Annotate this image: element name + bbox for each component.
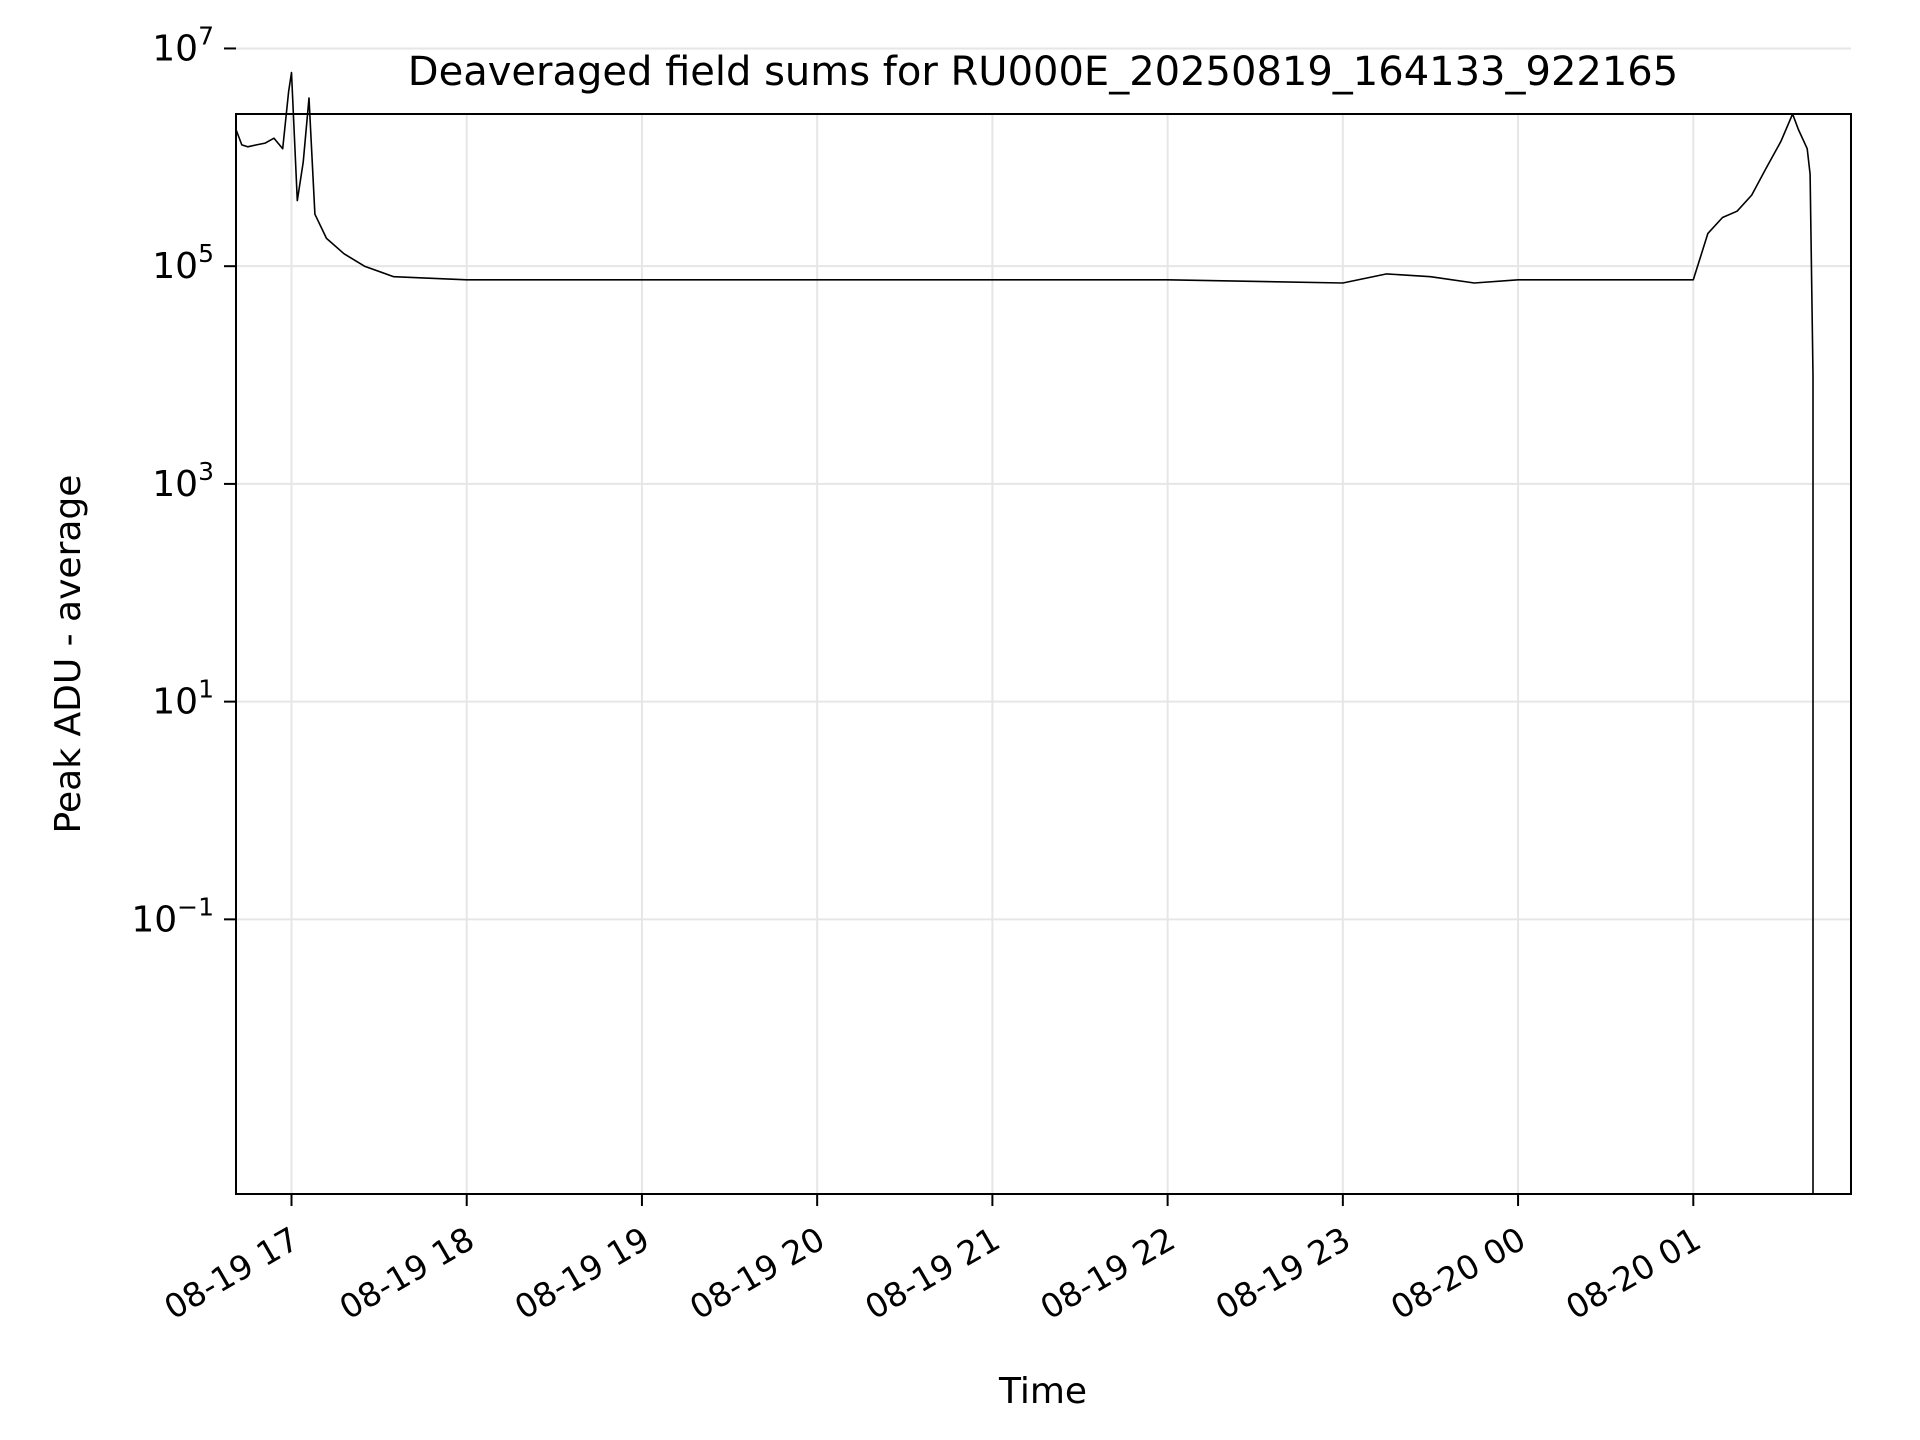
y-axis-label: Peak ADU - average [48, 475, 89, 834]
y-tick-label: 105 [152, 239, 214, 287]
y-tick-label: 107 [152, 21, 214, 69]
y-tick-label: 10−1 [131, 892, 214, 940]
series-line [235, 71, 1814, 1194]
y-tick-label: 103 [152, 457, 214, 505]
plot-frame [235, 113, 1852, 1195]
y-tick-label: 101 [152, 675, 214, 723]
series-layer [235, 71, 1814, 1194]
y-axis: 10−1 101 103 105 107 [131, 21, 236, 940]
grid [236, 47, 1851, 1194]
chart-title: Deaveraged field sums for RU000E_2025081… [408, 49, 1678, 95]
x-axis-label: Time [998, 1371, 1087, 1412]
